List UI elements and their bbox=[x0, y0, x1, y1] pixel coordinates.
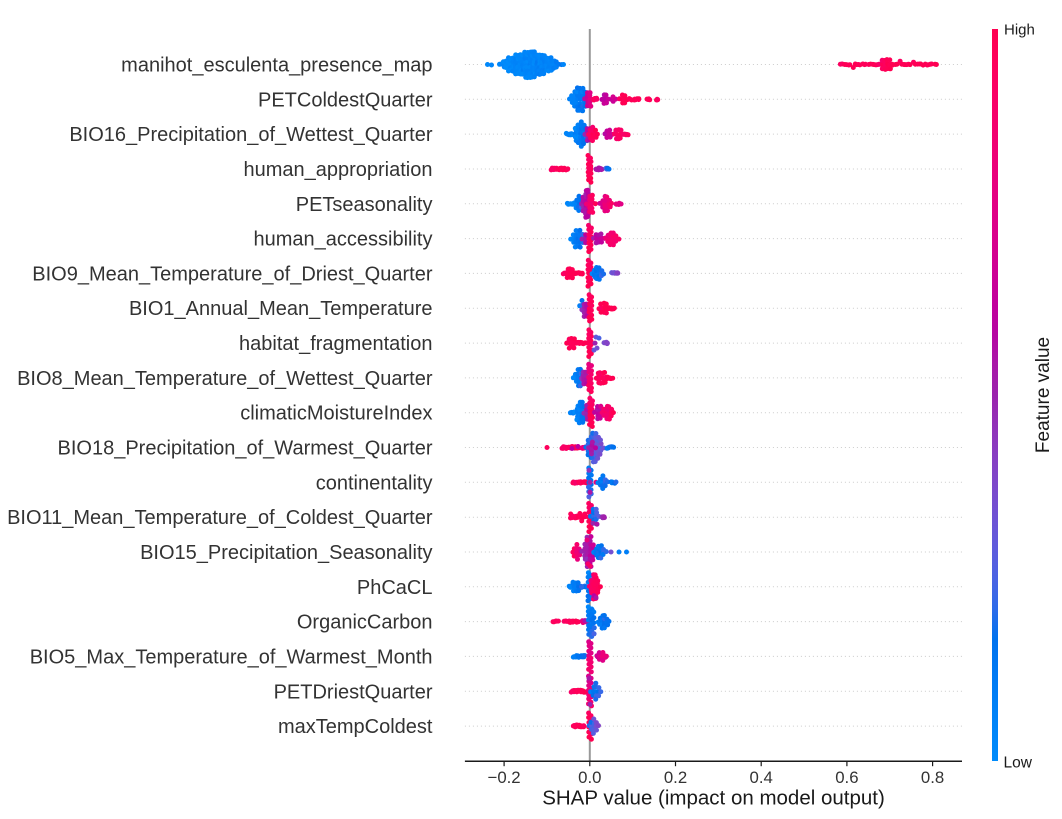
svg-text:BIO1_Annual_Mean_Temperature: BIO1_Annual_Mean_Temperature bbox=[129, 298, 433, 320]
svg-text:0.2: 0.2 bbox=[664, 768, 687, 787]
svg-text:High: High bbox=[1004, 22, 1035, 39]
svg-text:SHAP value (impact on model ou: SHAP value (impact on model output) bbox=[542, 787, 885, 810]
svg-text:human_appropriation: human_appropriation bbox=[243, 159, 432, 181]
svg-text:manihot_esculenta_presence_map: manihot_esculenta_presence_map bbox=[121, 55, 432, 77]
svg-text:BIO5_Max_Temperature_of_Warmes: BIO5_Max_Temperature_of_Warmest_Month bbox=[30, 646, 433, 668]
svg-text:0.8: 0.8 bbox=[921, 768, 944, 787]
svg-text:PhCaCL: PhCaCL bbox=[357, 577, 433, 599]
svg-text:0.6: 0.6 bbox=[835, 768, 858, 787]
svg-text:PETseasonality: PETseasonality bbox=[296, 194, 433, 216]
svg-text:PETDriestQuarter: PETDriestQuarter bbox=[274, 681, 433, 703]
svg-text:BIO11_Mean_Temperature_of_Cold: BIO11_Mean_Temperature_of_Coldest_Quarte… bbox=[7, 507, 433, 529]
svg-text:0.4: 0.4 bbox=[750, 768, 773, 787]
svg-text:0.0: 0.0 bbox=[578, 768, 601, 787]
svg-text:habitat_fragmentation: habitat_fragmentation bbox=[239, 333, 432, 355]
svg-text:PETColdestQuarter: PETColdestQuarter bbox=[258, 89, 433, 111]
svg-text:BIO16_Precipitation_of_Wettest: BIO16_Precipitation_of_Wettest_Quarter bbox=[69, 124, 433, 146]
svg-text:Feature value: Feature value bbox=[1033, 337, 1054, 453]
svg-text:human_accessibility: human_accessibility bbox=[254, 229, 433, 251]
svg-text:Low: Low bbox=[1004, 755, 1033, 772]
svg-text:BIO9_Mean_Temperature_of_Dries: BIO9_Mean_Temperature_of_Driest_Quarter bbox=[32, 263, 433, 285]
svg-text:climaticMoistureIndex: climaticMoistureIndex bbox=[240, 403, 432, 425]
svg-text:continentality: continentality bbox=[316, 472, 433, 494]
svg-text:OrganicCarbon: OrganicCarbon bbox=[297, 612, 433, 634]
svg-text:BIO15_Precipitation_Seasonalit: BIO15_Precipitation_Seasonality bbox=[140, 542, 432, 564]
svg-text:BIO18_Precipitation_of_Warmest: BIO18_Precipitation_of_Warmest_Quarter bbox=[58, 438, 433, 460]
svg-text:−0.2: −0.2 bbox=[488, 768, 521, 787]
svg-text:BIO8_Mean_Temperature_of_Wette: BIO8_Mean_Temperature_of_Wettest_Quarter bbox=[17, 368, 433, 390]
svg-text:maxTempColdest: maxTempColdest bbox=[278, 716, 433, 738]
